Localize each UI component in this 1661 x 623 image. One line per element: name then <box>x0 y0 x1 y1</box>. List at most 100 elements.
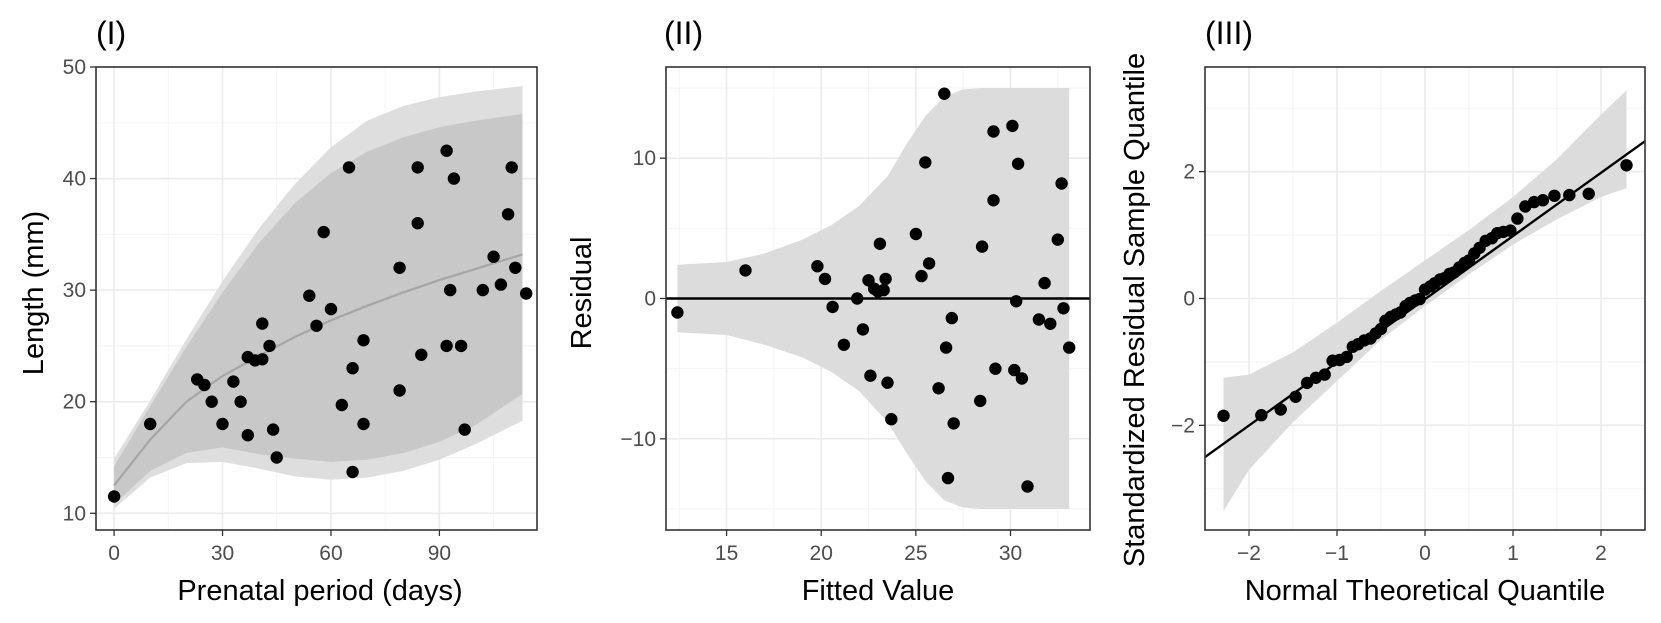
data-point <box>335 398 348 412</box>
data-point <box>1582 187 1595 200</box>
x-tick-label: 20 <box>810 542 833 565</box>
x-axis-title: Fitted Value <box>802 575 955 607</box>
x-tick-label: 2 <box>1595 542 1607 565</box>
data-point <box>1006 119 1019 133</box>
data-point <box>520 287 533 300</box>
x-tick-label: 0 <box>108 542 120 565</box>
data-point <box>505 161 518 174</box>
data-point <box>909 227 923 241</box>
data-point <box>216 417 229 431</box>
panel-prenatal-length: (I) Prenatal period (days) Length (mm) 0… <box>18 15 538 607</box>
data-point <box>411 161 424 174</box>
data-point <box>974 394 987 408</box>
data-point <box>939 341 953 354</box>
data-point <box>144 417 157 431</box>
data-point <box>263 339 276 353</box>
y-axis-title: Length (mm) <box>18 211 50 375</box>
y-tick-label: 0 <box>1183 288 1195 311</box>
data-point <box>915 269 928 283</box>
data-point <box>1563 188 1576 202</box>
data-point <box>1413 292 1426 306</box>
data-point <box>198 378 211 392</box>
x-axis-title: Normal Theoretical Quantile <box>1245 575 1606 607</box>
data-point <box>938 87 951 100</box>
x-tick-label: 90 <box>428 542 451 565</box>
data-point <box>310 319 323 332</box>
data-point <box>919 156 932 169</box>
data-point <box>873 237 887 250</box>
x-tick-label: 30 <box>211 542 234 565</box>
x-tick-label: 1 <box>1507 542 1519 565</box>
data-point <box>454 339 468 353</box>
data-point <box>440 339 453 353</box>
data-point <box>879 272 892 286</box>
panel-tag: (I) <box>96 15 126 51</box>
y-tick-label: 2 <box>1183 161 1195 184</box>
data-point <box>227 375 240 388</box>
x-tick-label: 25 <box>904 542 927 565</box>
data-point <box>1044 317 1057 330</box>
data-point <box>1340 350 1353 364</box>
data-point <box>256 353 269 366</box>
data-point <box>1274 403 1287 416</box>
data-point <box>444 283 457 297</box>
x-tick-label: 0 <box>1419 542 1431 565</box>
data-point <box>458 423 471 436</box>
data-point <box>851 292 864 305</box>
data-point <box>987 194 1000 207</box>
data-point <box>393 384 406 397</box>
data-point <box>945 311 958 325</box>
data-point <box>270 451 283 464</box>
data-point <box>1318 368 1331 381</box>
data-point <box>1063 341 1076 354</box>
data-point <box>739 264 752 277</box>
data-point <box>877 283 890 297</box>
y-tick-label: 0 <box>644 288 656 311</box>
y-tick-label: 30 <box>63 279 86 302</box>
data-point <box>1038 276 1051 290</box>
data-point <box>1032 313 1046 326</box>
y-axis-title: Residual <box>566 237 598 350</box>
data-point <box>1010 295 1023 308</box>
data-point <box>487 250 500 263</box>
y-tick-label: −2 <box>1171 414 1195 437</box>
panel-qq-plot: (III) Normal Theoretical Quantile Standa… <box>1119 15 1646 607</box>
data-point <box>509 261 522 274</box>
x-tick-label: −2 <box>1237 542 1261 565</box>
data-point <box>205 395 218 408</box>
data-point <box>501 208 515 221</box>
y-tick-label: 10 <box>63 502 86 525</box>
data-point <box>1548 189 1561 202</box>
x-tick-label: −1 <box>1325 542 1349 565</box>
data-point <box>1057 302 1070 315</box>
data-point <box>266 423 280 436</box>
data-point <box>818 272 832 286</box>
x-tick-label: 30 <box>999 542 1022 565</box>
data-point <box>357 334 370 347</box>
y-tick-label: 40 <box>63 168 86 191</box>
data-point <box>440 144 453 157</box>
data-point <box>324 302 338 316</box>
data-point <box>885 413 898 426</box>
data-point <box>837 338 851 351</box>
data-point <box>671 306 684 319</box>
prediction-band-inner <box>114 113 523 505</box>
x-axis-title: Prenatal period (days) <box>177 575 462 607</box>
data-point <box>1289 390 1302 403</box>
y-axis-title: Standardized Residual Sample Quantile <box>1119 53 1151 567</box>
data-point <box>447 172 461 185</box>
panel-tag: (III) <box>1205 15 1253 51</box>
data-point <box>346 465 359 479</box>
x-tick-label: 60 <box>319 542 342 565</box>
data-point <box>1055 177 1068 190</box>
data-point <box>1255 409 1268 422</box>
data-point <box>494 278 508 291</box>
data-point <box>881 376 894 389</box>
data-point <box>342 161 356 174</box>
data-point <box>1536 194 1550 207</box>
data-point <box>975 240 989 253</box>
x-tick-label: 15 <box>715 542 738 565</box>
data-point <box>393 261 406 274</box>
y-tick-label: 10 <box>633 147 656 170</box>
